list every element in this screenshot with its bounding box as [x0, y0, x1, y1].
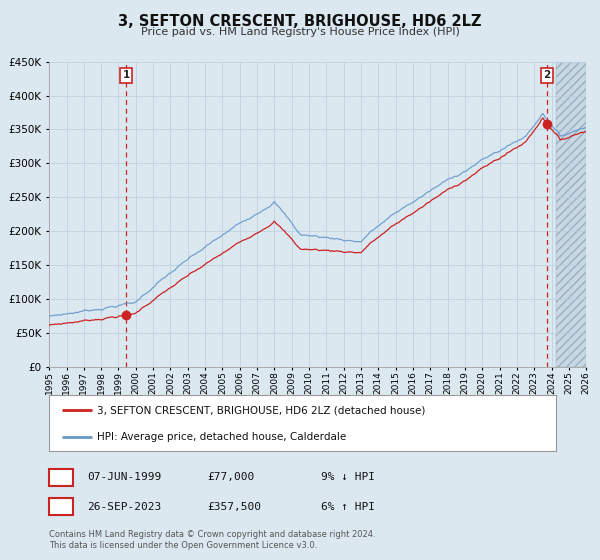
Text: This data is licensed under the Open Government Licence v3.0.: This data is licensed under the Open Gov…	[49, 541, 317, 550]
Text: 9% ↓ HPI: 9% ↓ HPI	[321, 472, 375, 482]
Text: 2: 2	[543, 71, 551, 80]
Text: £77,000: £77,000	[207, 472, 254, 482]
Text: £357,500: £357,500	[207, 502, 261, 512]
Bar	[556, 62, 586, 367]
Text: 3, SEFTON CRESCENT, BRIGHOUSE, HD6 2LZ (detached house): 3, SEFTON CRESCENT, BRIGHOUSE, HD6 2LZ (…	[97, 405, 426, 416]
Text: 6% ↑ HPI: 6% ↑ HPI	[321, 502, 375, 512]
Text: Price paid vs. HM Land Registry's House Price Index (HPI): Price paid vs. HM Land Registry's House …	[140, 27, 460, 38]
Text: 1: 1	[122, 71, 130, 80]
Text: 2: 2	[56, 500, 65, 514]
Text: 26-SEP-2023: 26-SEP-2023	[87, 502, 161, 512]
Text: 3, SEFTON CRESCENT, BRIGHOUSE, HD6 2LZ: 3, SEFTON CRESCENT, BRIGHOUSE, HD6 2LZ	[118, 14, 482, 29]
Bar	[556, 62, 586, 367]
Text: Contains HM Land Registry data © Crown copyright and database right 2024.: Contains HM Land Registry data © Crown c…	[49, 530, 376, 539]
Text: HPI: Average price, detached house, Calderdale: HPI: Average price, detached house, Cald…	[97, 432, 347, 442]
Text: 07-JUN-1999: 07-JUN-1999	[87, 472, 161, 482]
Text: 1: 1	[56, 470, 65, 484]
